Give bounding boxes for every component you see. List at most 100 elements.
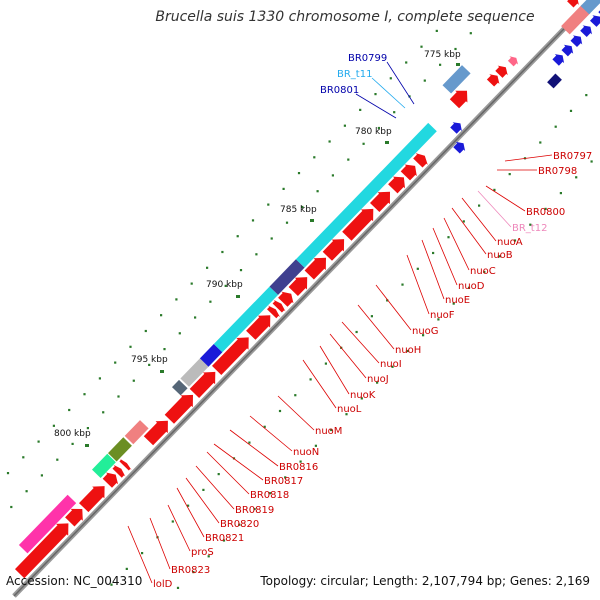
track-dot (83, 393, 86, 396)
leader-line (319, 345, 350, 395)
track-dot (239, 269, 243, 272)
feature-block (108, 437, 132, 462)
track-dot (513, 239, 517, 242)
gene-label-pros: proS (191, 547, 214, 558)
tick-labels: 775 kbp 780 kbp 785 kbp 790 kbp 795 kbp … (54, 50, 461, 447)
track-dot (370, 315, 373, 318)
cds-arrow (449, 90, 468, 109)
track-dot (144, 329, 147, 333)
track-dot (347, 158, 350, 161)
track-dot (102, 411, 105, 414)
track-dot (575, 176, 578, 179)
track-dot (284, 476, 287, 479)
track-dot (40, 474, 43, 477)
track-dot (386, 299, 389, 302)
backbone (12, 0, 592, 598)
track-dot (68, 408, 71, 412)
cds-arrow (322, 239, 345, 261)
label-leaders (127, 61, 553, 584)
track-dot (263, 425, 266, 428)
cds-arrow (267, 305, 281, 319)
track-dot (374, 93, 377, 96)
cds-arrow (388, 176, 405, 194)
feature-block (92, 453, 116, 478)
track-dot (278, 409, 282, 413)
gene-label-br0823: BR0823 (171, 565, 210, 576)
accession-text: Accession: NC_004310 (6, 574, 143, 588)
track-dot (110, 583, 113, 586)
track-dot (253, 507, 256, 511)
track-dot (314, 444, 317, 447)
track-dot (285, 221, 289, 224)
feature-block (180, 358, 209, 387)
track-dot (416, 267, 419, 270)
track-dot (6, 472, 10, 475)
track-dot (37, 440, 40, 443)
leader-line (386, 61, 415, 105)
gene-label-br0817: BR0817 (264, 476, 303, 487)
track-dot (328, 140, 331, 143)
leader-line (485, 185, 526, 212)
track-dot (171, 520, 174, 523)
cds-arrow (304, 257, 326, 280)
gene-label-br0800: BR0800 (526, 207, 565, 218)
leader-line (355, 93, 397, 119)
track-dot (194, 316, 197, 319)
track-dot (297, 172, 301, 175)
gene-label-nuod: nuoD (458, 281, 485, 292)
track-dot (391, 365, 394, 368)
leader-line (421, 239, 445, 300)
track-dot (25, 490, 28, 493)
operon-block (295, 122, 437, 268)
gene-label-br0819: BR0819 (235, 505, 274, 516)
track-dot (483, 270, 486, 274)
track-dot (52, 424, 55, 427)
track-dot (316, 190, 319, 193)
leader-line (329, 333, 367, 379)
feature-block (199, 344, 223, 367)
leader-line (167, 504, 191, 552)
leader-line (213, 443, 264, 481)
cds-arrow (119, 458, 132, 471)
track-dot (22, 456, 25, 459)
track-dot (590, 160, 593, 163)
leader-line (229, 429, 279, 467)
track-dot (478, 204, 481, 207)
cds-arrow (413, 153, 428, 168)
gene-label-br0801: BR0801 (320, 85, 359, 96)
track-dot (209, 300, 212, 303)
tick-label: 800 kbp (54, 429, 91, 439)
leader-line (176, 487, 205, 538)
feature-block (18, 494, 77, 554)
track-dot (56, 458, 59, 461)
gene-label-br0798: BR0798 (538, 166, 577, 177)
track-dot (439, 63, 442, 66)
track-dot (129, 345, 132, 348)
feature-block (561, 4, 591, 35)
track-dot (301, 205, 304, 209)
track-dot (355, 330, 358, 334)
track-dot (268, 492, 271, 495)
track-dot (393, 111, 396, 114)
track-dot (98, 377, 101, 380)
track-dot (324, 362, 327, 365)
track-dot (559, 192, 562, 195)
track-dot (585, 94, 588, 97)
track-dot (420, 45, 423, 48)
gene-label-nuol: nuoL (337, 404, 362, 415)
track-dot (282, 187, 285, 190)
gene-label-nuog: nuoG (412, 326, 439, 337)
track-dot (405, 61, 408, 64)
track-dot (270, 237, 273, 240)
track-dot (447, 236, 450, 239)
track-dot (267, 203, 270, 206)
track-dot (117, 395, 120, 398)
leader-line (443, 217, 470, 271)
track-dot (236, 235, 239, 238)
map-title: Brucella suis 1330 chromosome I, complet… (155, 9, 535, 25)
feature-block (269, 259, 305, 295)
track-dot (132, 379, 135, 382)
cds-arrow (143, 420, 168, 446)
cds-arrow (15, 523, 69, 579)
